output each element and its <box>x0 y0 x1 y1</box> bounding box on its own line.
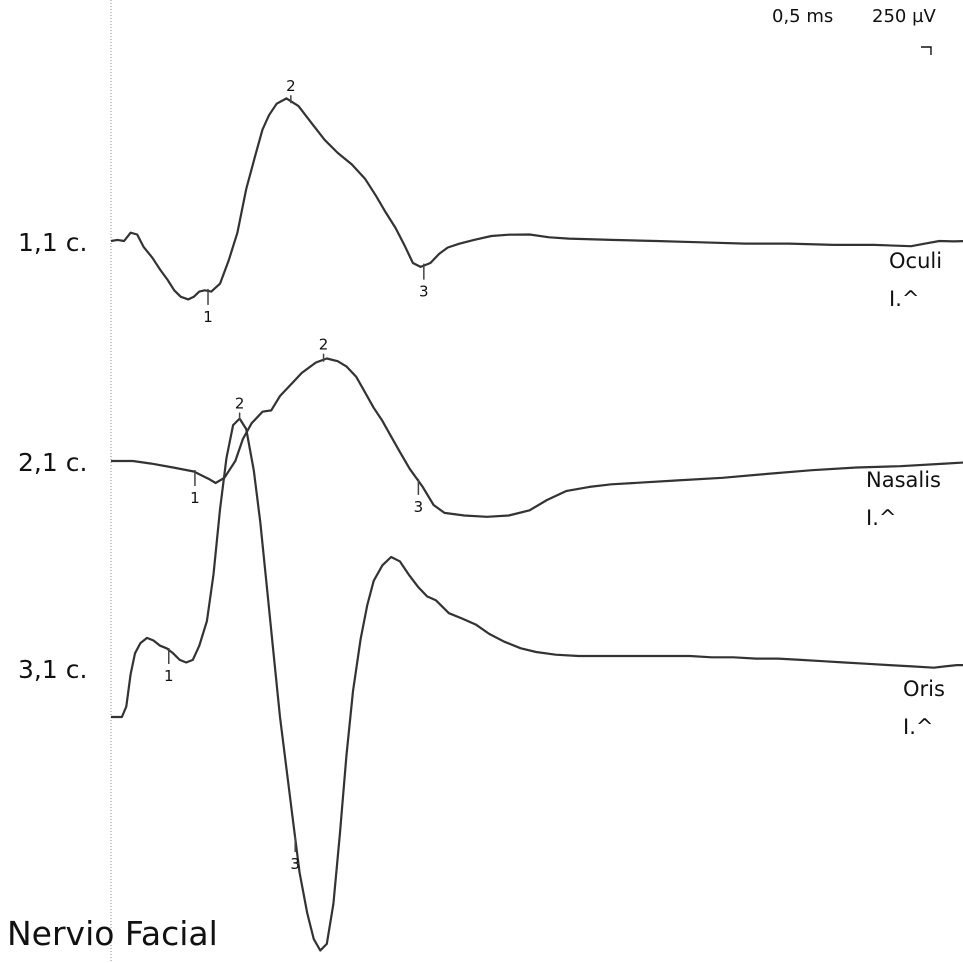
traces-layer: 1 2 3 1 2 3 1 2 3 <box>110 77 963 952</box>
marker-label-3-1: 1 <box>164 667 174 685</box>
muscle-label-1: Oculi <box>889 249 943 273</box>
amplitude-scale-label: 250 µV <box>872 6 936 27</box>
muscle-label-3: Oris <box>903 677 945 701</box>
side-label-2: I.^ <box>866 506 897 530</box>
marker-label-1-2: 2 <box>286 77 296 95</box>
marker-label-3-2: 2 <box>235 395 245 413</box>
marker-label-2-1: 1 <box>190 489 200 507</box>
scale-bar-icon <box>921 46 932 55</box>
marker-label-1-3: 3 <box>419 283 429 301</box>
trace-line-2 <box>111 357 963 518</box>
trace-label-3: 3,1 c. <box>18 655 88 684</box>
trace-line-1 <box>110 97 963 301</box>
muscle-label-2: Nasalis <box>866 468 941 492</box>
marker-label-2-3: 3 <box>414 498 424 516</box>
side-label-3: I.^ <box>903 715 934 739</box>
marker-label-1-1: 1 <box>203 308 213 326</box>
trace-label-2: 2,1 c. <box>18 448 88 477</box>
marker-label-2-2: 2 <box>319 336 329 354</box>
time-scale-label: 0,5 ms <box>772 6 834 27</box>
side-label-1: I.^ <box>889 287 920 311</box>
marker-label-3-3: 3 <box>290 855 300 873</box>
trace-line-3 <box>111 417 963 952</box>
page-title: Nervio Facial <box>7 914 218 953</box>
trace-label-1: 1,1 c. <box>18 228 88 257</box>
